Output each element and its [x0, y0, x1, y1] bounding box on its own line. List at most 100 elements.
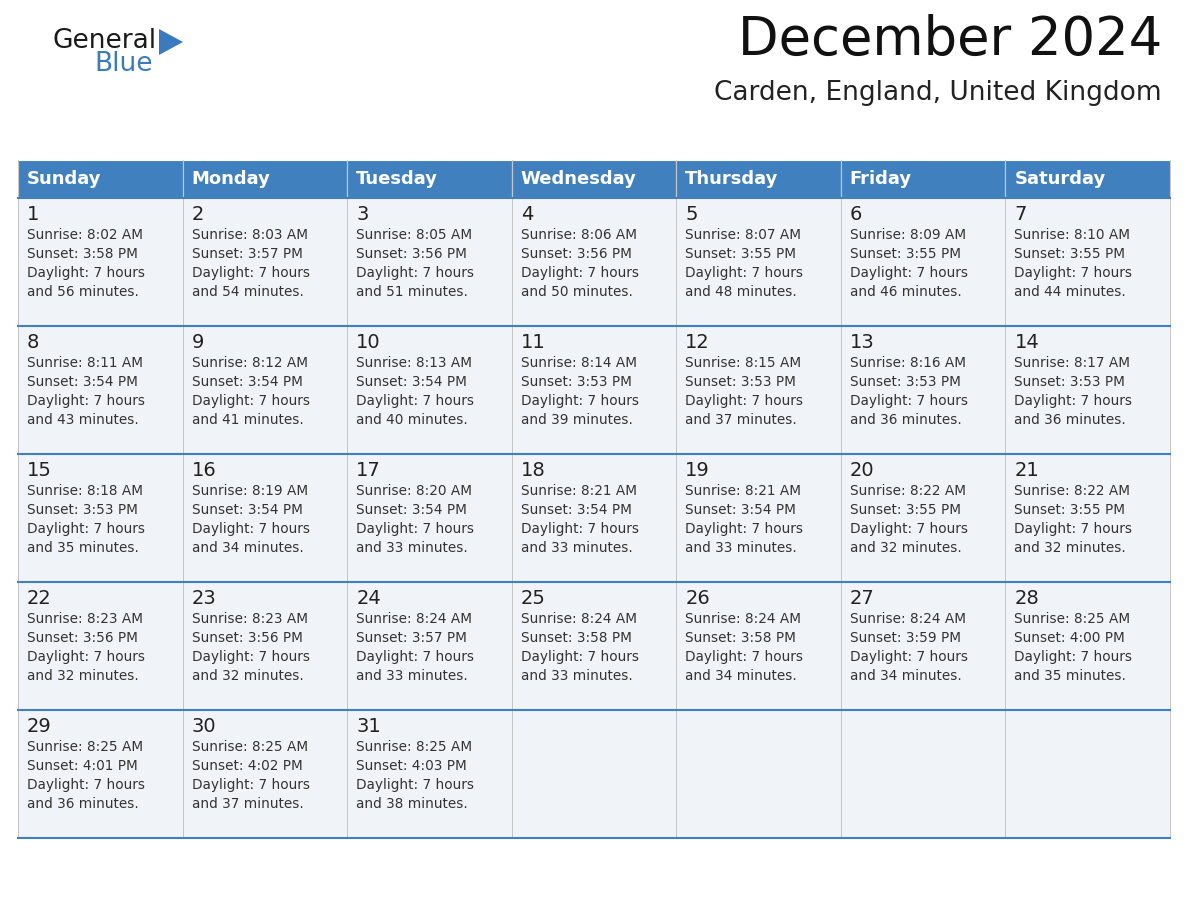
Bar: [512, 454, 676, 582]
Bar: [1005, 326, 1170, 454]
Text: Sunrise: 8:16 AM: Sunrise: 8:16 AM: [849, 356, 966, 370]
Text: Sunrise: 8:22 AM: Sunrise: 8:22 AM: [1015, 484, 1131, 498]
Bar: [1005, 710, 1170, 838]
Text: Sunrise: 8:14 AM: Sunrise: 8:14 AM: [520, 356, 637, 370]
Text: 19: 19: [685, 461, 710, 480]
Text: Daylight: 7 hours: Daylight: 7 hours: [356, 394, 474, 408]
Text: Sunrise: 8:07 AM: Sunrise: 8:07 AM: [685, 228, 801, 242]
Text: Saturday: Saturday: [1015, 170, 1106, 188]
Text: Sunrise: 8:20 AM: Sunrise: 8:20 AM: [356, 484, 472, 498]
Text: Sunset: 4:01 PM: Sunset: 4:01 PM: [27, 759, 138, 773]
Bar: [841, 710, 1005, 838]
Bar: [676, 198, 841, 326]
Bar: [18, 582, 183, 710]
Text: and 34 minutes.: and 34 minutes.: [191, 541, 303, 555]
Text: Sunrise: 8:11 AM: Sunrise: 8:11 AM: [27, 356, 143, 370]
Text: 23: 23: [191, 589, 216, 608]
Text: 21: 21: [1015, 461, 1040, 480]
Text: Sunrise: 8:05 AM: Sunrise: 8:05 AM: [356, 228, 473, 242]
Text: and 32 minutes.: and 32 minutes.: [27, 669, 139, 683]
Text: Daylight: 7 hours: Daylight: 7 hours: [849, 266, 968, 280]
Bar: [676, 160, 841, 198]
Text: Daylight: 7 hours: Daylight: 7 hours: [191, 522, 310, 536]
Text: Sunset: 3:54 PM: Sunset: 3:54 PM: [685, 503, 796, 517]
Bar: [183, 582, 347, 710]
Text: Sunset: 4:03 PM: Sunset: 4:03 PM: [356, 759, 467, 773]
Text: Sunrise: 8:02 AM: Sunrise: 8:02 AM: [27, 228, 143, 242]
Text: Daylight: 7 hours: Daylight: 7 hours: [520, 650, 639, 664]
Text: 26: 26: [685, 589, 710, 608]
Text: and 34 minutes.: and 34 minutes.: [685, 669, 797, 683]
Text: 5: 5: [685, 205, 697, 224]
Text: Sunrise: 8:10 AM: Sunrise: 8:10 AM: [1015, 228, 1131, 242]
Text: 4: 4: [520, 205, 533, 224]
Text: 27: 27: [849, 589, 874, 608]
Text: 9: 9: [191, 333, 204, 352]
Bar: [183, 326, 347, 454]
Bar: [676, 326, 841, 454]
Text: Sunrise: 8:24 AM: Sunrise: 8:24 AM: [685, 612, 801, 626]
Bar: [841, 198, 1005, 326]
Bar: [183, 198, 347, 326]
Bar: [347, 326, 512, 454]
Bar: [1005, 160, 1170, 198]
Text: December 2024: December 2024: [738, 14, 1162, 66]
Text: Tuesday: Tuesday: [356, 170, 438, 188]
Text: Daylight: 7 hours: Daylight: 7 hours: [27, 650, 145, 664]
Text: Sunrise: 8:17 AM: Sunrise: 8:17 AM: [1015, 356, 1131, 370]
Bar: [18, 326, 183, 454]
Text: 31: 31: [356, 717, 381, 736]
Text: Daylight: 7 hours: Daylight: 7 hours: [191, 778, 310, 792]
Text: 3: 3: [356, 205, 368, 224]
Text: Sunset: 3:59 PM: Sunset: 3:59 PM: [849, 631, 961, 645]
Text: Sunrise: 8:15 AM: Sunrise: 8:15 AM: [685, 356, 802, 370]
Text: Sunset: 3:53 PM: Sunset: 3:53 PM: [27, 503, 138, 517]
Text: 1: 1: [27, 205, 39, 224]
Text: and 40 minutes.: and 40 minutes.: [356, 413, 468, 427]
Text: 2: 2: [191, 205, 204, 224]
Text: Sunrise: 8:21 AM: Sunrise: 8:21 AM: [520, 484, 637, 498]
Text: Sunset: 3:56 PM: Sunset: 3:56 PM: [356, 247, 467, 261]
Text: 30: 30: [191, 717, 216, 736]
Bar: [512, 710, 676, 838]
Text: 20: 20: [849, 461, 874, 480]
Bar: [183, 160, 347, 198]
Text: Sunset: 3:54 PM: Sunset: 3:54 PM: [356, 503, 467, 517]
Text: Daylight: 7 hours: Daylight: 7 hours: [27, 394, 145, 408]
Text: and 33 minutes.: and 33 minutes.: [520, 541, 632, 555]
Text: Daylight: 7 hours: Daylight: 7 hours: [685, 266, 803, 280]
Text: Sunrise: 8:09 AM: Sunrise: 8:09 AM: [849, 228, 966, 242]
Text: Sunset: 4:02 PM: Sunset: 4:02 PM: [191, 759, 302, 773]
Text: Friday: Friday: [849, 170, 912, 188]
Text: 7: 7: [1015, 205, 1026, 224]
Text: Daylight: 7 hours: Daylight: 7 hours: [356, 650, 474, 664]
Text: Daylight: 7 hours: Daylight: 7 hours: [27, 522, 145, 536]
Text: General: General: [52, 28, 156, 54]
Text: and 36 minutes.: and 36 minutes.: [849, 413, 961, 427]
Text: Thursday: Thursday: [685, 170, 778, 188]
Text: and 33 minutes.: and 33 minutes.: [356, 541, 468, 555]
Text: Sunrise: 8:13 AM: Sunrise: 8:13 AM: [356, 356, 472, 370]
Text: Sunset: 4:00 PM: Sunset: 4:00 PM: [1015, 631, 1125, 645]
Text: Sunrise: 8:22 AM: Sunrise: 8:22 AM: [849, 484, 966, 498]
Bar: [676, 454, 841, 582]
Text: and 46 minutes.: and 46 minutes.: [849, 285, 961, 299]
Text: and 50 minutes.: and 50 minutes.: [520, 285, 632, 299]
Text: Monday: Monday: [191, 170, 271, 188]
Text: and 35 minutes.: and 35 minutes.: [1015, 669, 1126, 683]
Text: Blue: Blue: [94, 51, 152, 77]
Bar: [347, 454, 512, 582]
Text: Sunset: 3:55 PM: Sunset: 3:55 PM: [849, 503, 961, 517]
Text: 16: 16: [191, 461, 216, 480]
Bar: [841, 582, 1005, 710]
Text: Carden, England, United Kingdom: Carden, England, United Kingdom: [714, 80, 1162, 106]
Text: Sunday: Sunday: [27, 170, 101, 188]
Bar: [18, 710, 183, 838]
Text: and 33 minutes.: and 33 minutes.: [520, 669, 632, 683]
Text: Daylight: 7 hours: Daylight: 7 hours: [191, 650, 310, 664]
Text: Sunrise: 8:25 AM: Sunrise: 8:25 AM: [191, 740, 308, 754]
Text: Sunset: 3:53 PM: Sunset: 3:53 PM: [849, 375, 961, 389]
Text: 28: 28: [1015, 589, 1040, 608]
Text: and 36 minutes.: and 36 minutes.: [1015, 413, 1126, 427]
Text: 15: 15: [27, 461, 52, 480]
